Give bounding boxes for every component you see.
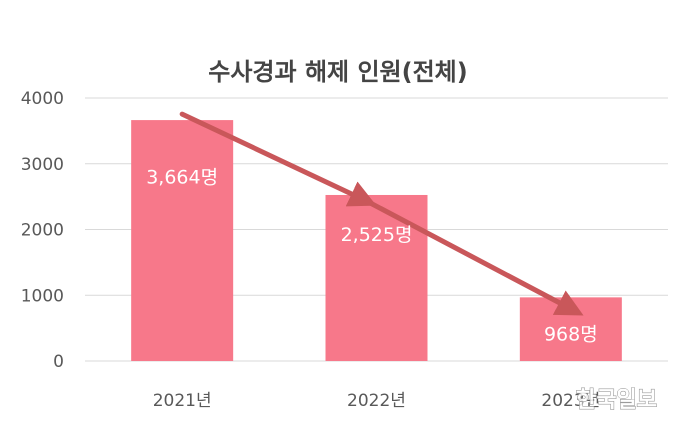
trend-arrow [179, 111, 584, 316]
y-tick-label: 1000 [21, 286, 64, 306]
y-tick-label: 0 [53, 352, 64, 372]
y-tick-label: 2000 [21, 221, 64, 241]
x-tick-label: 2021년 [153, 391, 212, 411]
y-tick-label: 3000 [21, 155, 64, 175]
bar-data-label: 968명 [544, 323, 598, 345]
trend-arrow-segment [179, 111, 377, 207]
x-tick-label: 2023년 [541, 391, 600, 411]
bar [325, 194, 428, 361]
trend-arrow-segment [364, 198, 584, 316]
watermark-logo: 한국일보 [576, 388, 657, 413]
bar [131, 120, 234, 361]
bar-data-label: 2,525명 [341, 224, 413, 246]
bar-data-label: 3,664명 [146, 167, 218, 189]
y-axis-ticks: 0 1000 2000 3000 4000 [21, 89, 64, 372]
y-tick-label: 4000 [21, 89, 64, 109]
x-axis-ticks: 2021년 2022년 2023년 [153, 391, 601, 411]
x-tick-label: 2022년 [347, 391, 406, 411]
data-labels: 3,664명 2,525명 968명 [146, 167, 597, 346]
chart-title: 수사경과 해제 인원(전체) [208, 58, 467, 86]
